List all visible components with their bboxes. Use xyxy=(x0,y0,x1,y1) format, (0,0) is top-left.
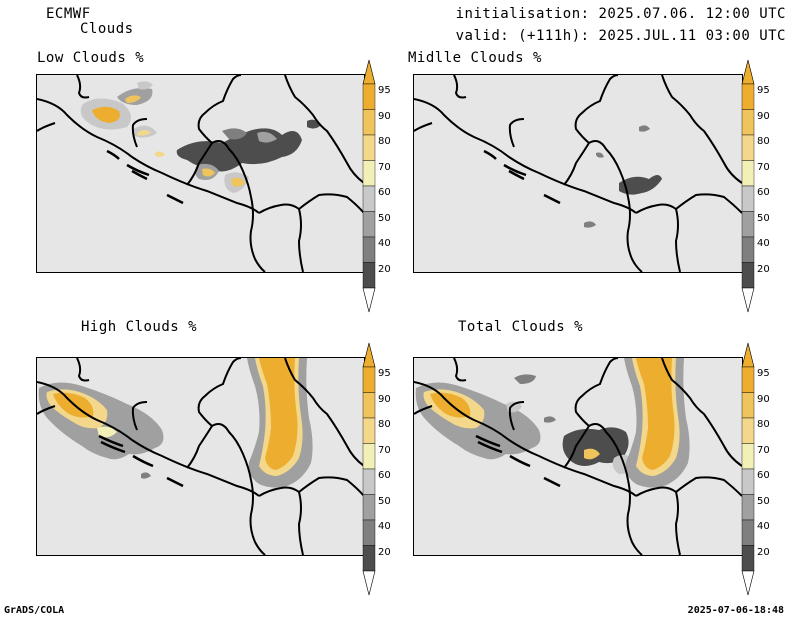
colorbar-segment xyxy=(362,519,376,546)
panel-title: Low Clouds % xyxy=(37,50,145,66)
colorbar-segment xyxy=(741,211,755,238)
colorbar-top-arrow xyxy=(362,59,376,85)
colorbar-segment xyxy=(362,109,376,136)
colorbar-tick-label: 60 xyxy=(757,470,770,481)
colorbar-segment xyxy=(741,545,755,572)
colorbar-tick-label: 80 xyxy=(378,136,391,147)
colorbar-segment xyxy=(741,83,755,110)
colorbar-tick-label: 20 xyxy=(757,263,770,275)
colorbar-segment xyxy=(362,83,376,110)
colorbar-segment xyxy=(741,160,755,187)
panel-title: Total Clouds % xyxy=(458,319,584,335)
colorbar-top-arrow xyxy=(741,342,755,368)
colorbar-segment xyxy=(362,417,376,444)
colorbar-tick-label: 95 xyxy=(378,85,391,96)
colorbar-segment xyxy=(362,211,376,238)
map-middle-clouds xyxy=(413,74,743,273)
cloud-field xyxy=(37,75,364,272)
colorbar-tick-label: 70 xyxy=(757,444,770,456)
colorbar-tick-label: 80 xyxy=(378,419,391,430)
cloud-field xyxy=(414,358,742,555)
colorbar-tick-label: 90 xyxy=(378,110,391,122)
colorbar-segment xyxy=(362,236,376,263)
model-label: ECMWF xyxy=(46,6,91,22)
map-total-clouds xyxy=(413,357,743,556)
colorbar-low: 20 40 50 60 70 80 90 95 xyxy=(362,59,403,313)
colorbar-segment xyxy=(362,468,376,495)
colorbar-bottom-arrow xyxy=(362,287,376,313)
colorbar-tick-label: 20 xyxy=(378,263,391,275)
colorbar-bottom-arrow xyxy=(741,570,755,596)
colorbar-tick-label: 95 xyxy=(378,368,391,379)
colorbar-segment xyxy=(741,262,755,289)
colorbar-tick-label: 50 xyxy=(378,212,391,224)
colorbar-tick-label: 50 xyxy=(378,495,391,507)
colorbar-tick-label: 70 xyxy=(378,161,391,173)
product-label: Clouds xyxy=(80,21,134,37)
colorbar-segment xyxy=(362,160,376,187)
colorbar-segment xyxy=(362,392,376,419)
colorbar-segment xyxy=(741,519,755,546)
colorbar-tick-label: 60 xyxy=(378,470,391,481)
colorbar-bottom-arrow xyxy=(741,287,755,313)
colorbar-tick-label: 60 xyxy=(757,187,770,198)
footer-timestamp: 2025-07-06-18:48 xyxy=(687,605,784,616)
colorbar-tick-label: 60 xyxy=(378,187,391,198)
colorbar-tick-label: 95 xyxy=(757,368,770,379)
colorbar-segment xyxy=(362,494,376,521)
colorbar-tick-label: 90 xyxy=(757,110,770,122)
colorbar-segment xyxy=(362,262,376,289)
colorbar-segment xyxy=(741,366,755,393)
map-low-clouds xyxy=(36,74,365,273)
colorbar-segment xyxy=(741,468,755,495)
colorbar-tick-label: 40 xyxy=(378,238,391,249)
colorbar-segment xyxy=(741,443,755,470)
colorbar-segment xyxy=(362,134,376,161)
colorbar-high: 20 40 50 60 70 80 90 95 xyxy=(362,342,403,596)
colorbar-tick-label: 70 xyxy=(378,444,391,456)
colorbar-tick-label: 20 xyxy=(378,546,391,558)
colorbar-top-arrow xyxy=(362,342,376,368)
colorbar-segment xyxy=(741,134,755,161)
valid-time-text: valid: (+111h): 2025.JUL.11 03:00 UTC xyxy=(455,28,786,44)
cloud-field xyxy=(37,358,364,555)
map-high-clouds xyxy=(36,357,365,556)
colorbar-segment xyxy=(741,109,755,136)
panel-title: Midlle Clouds % xyxy=(408,50,542,66)
cloud-field xyxy=(414,75,742,272)
colorbar-tick-label: 90 xyxy=(378,393,391,405)
panel-title: High Clouds % xyxy=(81,319,198,335)
colorbar-segment xyxy=(741,417,755,444)
footer-credit: GrADS/COLA xyxy=(4,605,65,616)
colorbar-segment xyxy=(362,366,376,393)
colorbar-tick-label: 80 xyxy=(757,419,770,430)
colorbar-middle: 20 40 50 60 70 80 90 95 xyxy=(741,59,782,313)
colorbar-tick-label: 20 xyxy=(757,546,770,558)
colorbar-segment xyxy=(741,185,755,212)
colorbar-segment xyxy=(741,236,755,263)
colorbar-top-arrow xyxy=(741,59,755,85)
colorbar-segment xyxy=(362,443,376,470)
colorbar-tick-label: 50 xyxy=(757,212,770,224)
colorbar-segment xyxy=(362,185,376,212)
colorbar-tick-label: 95 xyxy=(757,85,770,96)
colorbar-segment xyxy=(362,545,376,572)
colorbar-tick-label: 40 xyxy=(757,521,770,532)
colorbar-tick-label: 50 xyxy=(757,495,770,507)
colorbar-tick-label: 40 xyxy=(378,521,391,532)
colorbar-segment xyxy=(741,494,755,521)
colorbar-segment xyxy=(741,392,755,419)
colorbar-tick-label: 80 xyxy=(757,136,770,147)
colorbar-tick-label: 70 xyxy=(757,161,770,173)
colorbar-bottom-arrow xyxy=(362,570,376,596)
colorbar-tick-label: 40 xyxy=(757,238,770,249)
initialisation-text: initialisation: 2025.07.06. 12:00 UTC xyxy=(455,6,786,22)
colorbar-tick-label: 90 xyxy=(757,393,770,405)
colorbar-total: 20 40 50 60 70 80 90 95 xyxy=(741,342,782,596)
